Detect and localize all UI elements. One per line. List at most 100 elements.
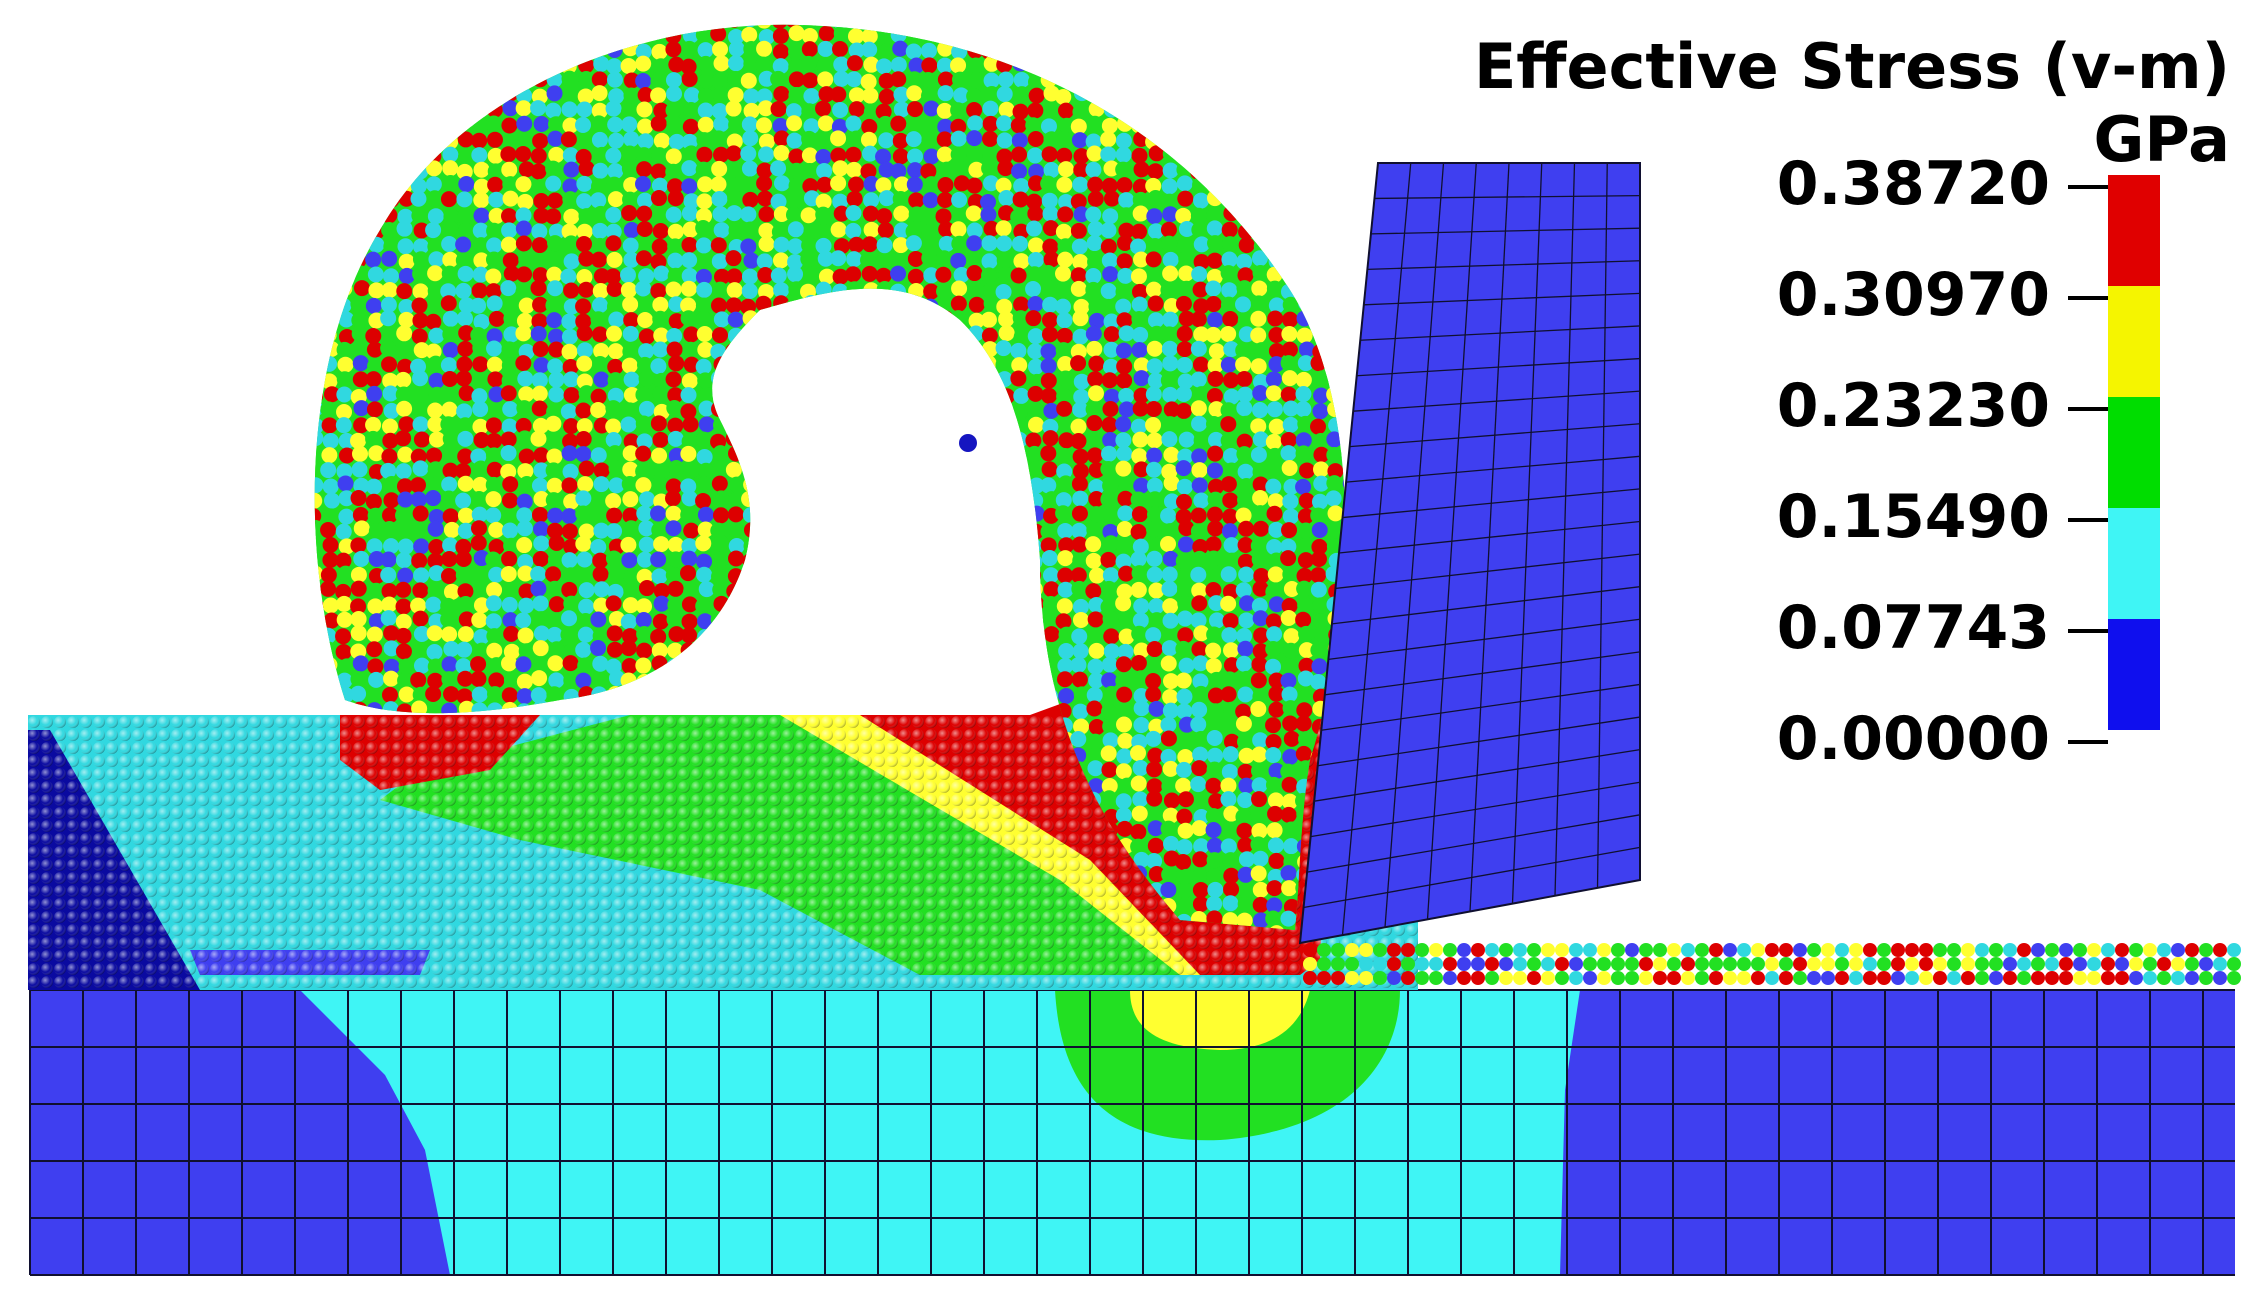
chip-particle <box>411 297 428 314</box>
chip-particle <box>456 356 473 373</box>
chip-particle <box>366 24 383 27</box>
workpiece-particle <box>665 859 677 871</box>
chip-particle <box>606 71 623 88</box>
workpiece-particle <box>990 898 1002 910</box>
workpiece-particle <box>353 937 365 949</box>
workpiece-particle <box>1068 911 1080 923</box>
chip-particle <box>878 132 895 149</box>
chip-particle <box>605 235 622 252</box>
workpiece-particle <box>561 963 573 975</box>
workpiece-particle <box>470 833 482 845</box>
workpiece-particle <box>1003 885 1015 897</box>
workpiece-particle <box>925 742 937 754</box>
workpiece-particle <box>418 794 430 806</box>
chip-particle <box>983 55 1000 72</box>
chip-particle <box>905 358 922 375</box>
workpiece-particle <box>119 885 131 897</box>
workpiece-particle <box>899 781 911 793</box>
chip-particle <box>1326 475 1343 492</box>
workpiece-particle <box>730 963 742 975</box>
chip-particle <box>1268 132 1285 149</box>
workpiece-particle <box>119 716 131 728</box>
chip-particle <box>875 148 892 165</box>
workpiece-particle <box>639 859 651 871</box>
chip-particle <box>322 551 339 568</box>
workpiece-particle <box>1003 976 1015 988</box>
workpiece-particle <box>444 820 456 832</box>
chip-particle <box>441 370 458 387</box>
chip-particle <box>561 70 578 87</box>
workpiece-particle <box>314 846 326 858</box>
chip-particle <box>650 163 667 180</box>
workpiece-particle <box>418 716 430 728</box>
chip-particle <box>606 523 623 540</box>
chip-particle <box>1298 462 1315 479</box>
chip-particle <box>413 431 430 448</box>
chip-particle <box>1266 266 1283 283</box>
workpiece-particle <box>1055 911 1067 923</box>
workpiece-particle <box>262 833 274 845</box>
chip-particle <box>1237 386 1254 403</box>
workpiece-particle <box>821 898 833 910</box>
chip-particle <box>861 41 878 58</box>
chip-particle <box>816 460 833 477</box>
workpiece-particle <box>1185 963 1197 975</box>
workpiece-particle <box>756 807 768 819</box>
workpiece-particle <box>717 755 729 767</box>
chip-particle <box>458 385 475 402</box>
chip-particle <box>637 133 654 150</box>
workpiece-particle <box>275 807 287 819</box>
chip-particle <box>682 221 699 238</box>
chip-particle <box>426 88 443 105</box>
chip-particle <box>863 415 880 432</box>
chip-particle <box>1298 280 1315 297</box>
chip-particle <box>1205 296 1222 313</box>
chip-particle <box>951 43 968 60</box>
workpiece-particle <box>574 976 586 988</box>
chip-particle <box>1251 55 1268 72</box>
chip-particle <box>803 267 820 284</box>
chip-particle <box>995 177 1012 194</box>
chip-particle <box>488 55 505 72</box>
chip-particle <box>891 430 908 447</box>
chip-particle <box>473 252 490 269</box>
chip-particle <box>1281 341 1298 358</box>
chip-particle <box>500 236 517 253</box>
workpiece-particle <box>561 742 573 754</box>
workpiece-particle <box>275 963 287 975</box>
workpiece-particle <box>691 898 703 910</box>
chip-particle <box>680 445 697 462</box>
chip-particle <box>443 521 460 538</box>
chip-particle <box>578 57 595 74</box>
workpiece-particle <box>197 859 209 871</box>
chip-particle <box>503 298 520 315</box>
workpiece-particle <box>691 755 703 767</box>
workpiece-particle <box>678 794 690 806</box>
workpiece-particle <box>990 963 1002 975</box>
chip-particle <box>650 87 667 104</box>
chip-particle <box>893 328 910 345</box>
chip-particle <box>427 552 444 569</box>
workpiece-particle <box>470 898 482 910</box>
workpiece-particle <box>535 742 547 754</box>
workpiece-particle <box>288 716 300 728</box>
chip-particle <box>1117 505 1134 522</box>
chip-particle <box>576 355 593 372</box>
chip-particle <box>1328 312 1345 329</box>
chip-particle <box>1342 131 1346 148</box>
chip-particle <box>758 222 775 239</box>
workpiece-particle <box>886 794 898 806</box>
chip-particle <box>772 43 789 60</box>
chip-particle <box>666 85 683 102</box>
chip-particle <box>981 267 998 284</box>
chip-particle <box>350 56 367 73</box>
workpiece-particle <box>275 729 287 741</box>
chip-particle <box>1145 417 1162 434</box>
chip-particle <box>831 492 848 509</box>
workpiece-particle <box>847 781 859 793</box>
chip-particle <box>803 223 820 240</box>
workpiece-particle <box>340 846 352 858</box>
workpiece-particle <box>418 950 430 962</box>
chip-particle <box>787 192 804 209</box>
workpiece-particle <box>340 807 352 819</box>
